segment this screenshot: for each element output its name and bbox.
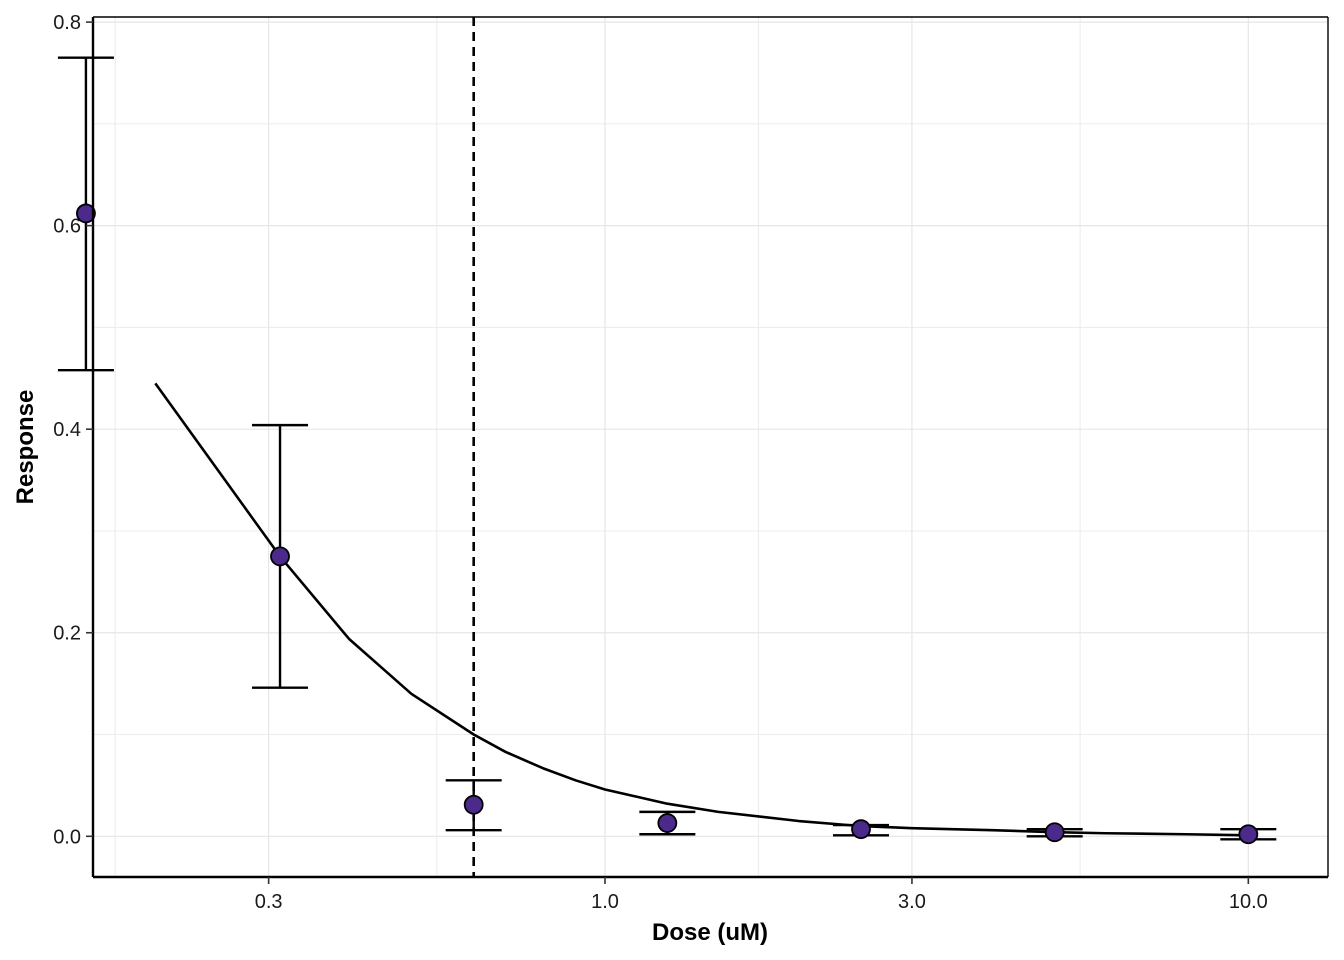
x-tick-label: 10.0 [1229, 891, 1268, 913]
grid [93, 17, 1328, 877]
data-point [463, 794, 484, 815]
data-point [1238, 824, 1259, 845]
fit-curve-layer [154, 382, 1249, 837]
data-point [851, 819, 871, 840]
data-point [1044, 822, 1065, 843]
y-tick-label: 0.0 [53, 826, 81, 848]
y-tick-label: 0.8 [53, 12, 81, 34]
y-tick-label: 0.4 [53, 419, 81, 441]
x-tick-label: 0.3 [255, 891, 283, 913]
data-point [270, 546, 290, 567]
fit-curve [154, 382, 1249, 837]
x-axis-ticks: 0.3 1.0 3.0 10.0 [255, 877, 1268, 913]
axes [91, 16, 1329, 879]
error-bars [57, 56, 1277, 841]
data-point [657, 813, 678, 833]
data-points [76, 203, 1259, 845]
y-axis-title: Response [12, 390, 39, 505]
x-tick-label: 3.0 [898, 891, 926, 913]
x-tick-label: 1.0 [591, 891, 619, 913]
y-tick-label: 0.2 [53, 623, 81, 645]
y-tick-label: 0.6 [53, 216, 81, 238]
data-point [76, 203, 96, 224]
y-axis-ticks: 0.0 0.2 0.4 0.6 0.8 [53, 12, 93, 848]
x-axis-title: Dose (uM) [652, 919, 768, 946]
